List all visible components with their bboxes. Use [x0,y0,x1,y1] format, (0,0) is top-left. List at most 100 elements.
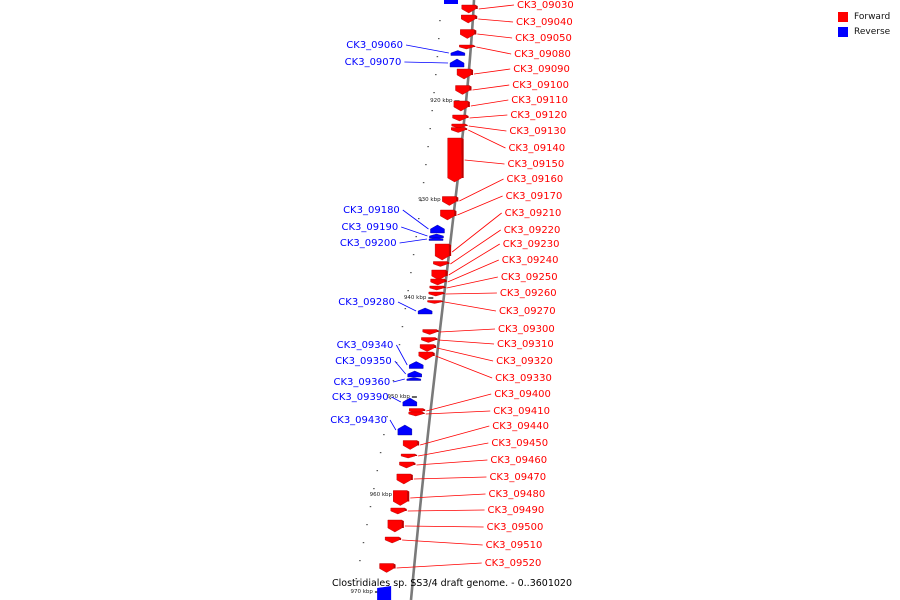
forward-gene[interactable] [422,329,437,335]
forward-gene-label[interactable]: CK3_09040 [516,17,573,28]
forward-gene-label[interactable]: CK3_09130 [509,126,566,137]
forward-gene-label[interactable]: CK3_09440 [492,421,549,432]
reverse-gene[interactable] [406,377,422,381]
forward-gene[interactable] [419,344,435,352]
forward-gene-label[interactable]: CK3_09220 [504,225,561,236]
forward-gene-label[interactable]: CK3_09090 [513,64,570,75]
forward-gene-label[interactable]: CK3_09510 [486,540,543,551]
forward-gene[interactable] [442,196,457,206]
forward-gene-label[interactable]: CK3_09240 [502,255,559,266]
forward-gene-label[interactable]: CK3_09300 [498,324,555,335]
forward-gene-label[interactable]: CK3_09480 [489,489,546,500]
forward-gene-label[interactable]: CK3_09410 [493,406,550,417]
forward-swatch [838,11,848,22]
forward-gene[interactable] [440,209,455,221]
forward-gene-label[interactable]: CK3_09050 [515,33,572,44]
forward-gene-label[interactable]: CK3_09260 [500,288,557,299]
forward-gene[interactable] [387,519,403,533]
forward-gene-label[interactable]: CK3_09160 [507,174,564,185]
forward-gene[interactable] [455,85,470,95]
reverse-gene[interactable] [417,307,433,315]
forward-gene-label[interactable]: CK3_09450 [491,438,548,449]
forward-gene-label[interactable]: CK3_09100 [512,80,569,91]
reverse-gene-label[interactable]: CK3_09180 [343,205,400,216]
reverse-gene-label[interactable]: CK3_09200 [340,238,397,249]
forward-gene-label[interactable]: CK3_09030 [517,0,574,11]
reverse-gene[interactable] [407,370,422,378]
forward-gene[interactable] [447,137,462,183]
reverse-gene-label[interactable]: CK3_09070 [345,57,402,68]
forward-gene-label[interactable]: CK3_09120 [510,110,567,121]
forward-gene-side [473,45,476,47]
forward-gene-label[interactable]: CK3_09250 [501,272,558,283]
reverse-gene-label[interactable]: CK3_09280 [338,297,395,308]
forward-gene-connector [478,4,515,10]
forward-gene[interactable] [451,123,466,129]
reverse-gene[interactable] [402,397,418,407]
forward-gene[interactable] [402,440,418,450]
forward-gene[interactable] [429,285,444,291]
forward-gene-label[interactable]: CK3_09490 [488,505,545,516]
forward-gene[interactable] [431,269,446,281]
forward-gene[interactable] [428,291,443,297]
reverse-gene-partial [377,586,392,600]
reverse-swatch [838,26,848,37]
reverse-gene[interactable] [450,50,466,56]
forward-gene[interactable] [393,490,408,506]
reverse-gene[interactable] [397,424,413,436]
forward-gene-label[interactable]: CK3_09500 [487,522,544,533]
forward-gene-label[interactable]: CK3_09520 [485,558,542,569]
reverse-gene[interactable] [449,58,465,68]
reverse-gene[interactable] [409,361,424,369]
reverse-gene-label[interactable]: CK3_09190 [341,222,398,233]
reverse-gene-label[interactable]: CK3_09350 [335,356,392,367]
forward-gene[interactable] [400,453,416,459]
forward-gene[interactable] [399,461,414,469]
forward-gene-side [467,101,470,107]
forward-gene[interactable] [434,243,450,261]
forward-gene[interactable] [430,278,445,286]
forward-gene[interactable] [453,100,469,112]
forward-gene-label[interactable]: CK3_09170 [506,191,563,202]
forward-gene[interactable] [461,14,476,24]
reverse-gene-label[interactable]: CK3_09430 [330,415,387,426]
reverse-gene-label[interactable]: CK3_09360 [333,377,390,388]
reverse-gene-label[interactable]: CK3_09060 [346,40,403,51]
forward-gene[interactable] [396,473,412,485]
forward-gene-label[interactable]: CK3_09110 [511,95,568,106]
forward-gene[interactable] [433,261,448,267]
forward-gene[interactable] [456,68,472,80]
forward-gene-label[interactable]: CK3_09270 [499,306,556,317]
forward-gene[interactable] [379,563,394,573]
forward-gene[interactable] [427,300,442,304]
forward-gene-label[interactable]: CK3_09470 [489,472,546,483]
forward-gene-label[interactable]: CK3_09080 [514,49,571,60]
forward-gene[interactable] [408,411,423,417]
forward-gene[interactable] [421,337,436,343]
forward-gene[interactable] [459,44,474,50]
forward-gene-label[interactable]: CK3_09230 [503,239,560,250]
forward-gene-label[interactable]: CK3_09320 [496,356,553,367]
reverse-gene-label[interactable]: CK3_09390 [332,392,389,403]
forward-gene-label[interactable]: CK3_09140 [508,143,565,154]
reverse-gene[interactable] [429,233,444,239]
forward-gene[interactable] [451,127,466,133]
forward-gene[interactable] [460,29,475,39]
reverse-gene[interactable] [430,224,445,234]
forward-gene-label[interactable]: CK3_09330 [495,373,552,384]
reverse-gene-label[interactable]: CK3_09340 [337,340,394,351]
forward-gene[interactable] [452,114,467,122]
forward-gene-label[interactable]: CK3_09400 [494,389,551,400]
reverse-gene[interactable] [428,237,444,241]
forward-gene-label[interactable]: CK3_09210 [505,208,562,219]
forward-gene[interactable] [418,351,433,361]
forward-gene-label[interactable]: CK3_09150 [508,159,565,170]
forward-gene-label[interactable]: CK3_09460 [490,455,547,466]
forward-gene[interactable] [384,536,400,544]
forward-gene[interactable] [390,507,405,515]
forward-gene[interactable] [461,4,476,14]
legend-reverse-label: Reverse [854,26,891,37]
legend: Forward Reverse [838,9,890,39]
scale-tick-label: 950 kbp [387,394,410,400]
forward-gene-label[interactable]: CK3_09310 [497,339,554,350]
